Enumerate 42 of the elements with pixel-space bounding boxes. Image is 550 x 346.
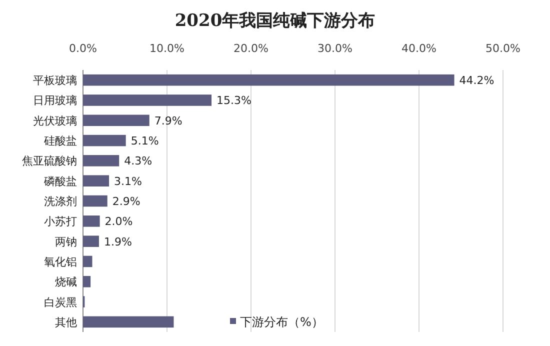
y-tick-label: 两钠 [55, 235, 77, 248]
bar [83, 114, 150, 126]
y-tick-label: 平板玻璃 [33, 74, 77, 88]
data-label: 5.1% [130, 134, 159, 148]
x-tick-label: 40.0% [402, 42, 436, 55]
data-label: 15.3% [216, 94, 252, 108]
bar [83, 316, 174, 328]
bar [83, 216, 100, 227]
bar [83, 94, 212, 106]
bar [83, 256, 92, 268]
y-tick-label: 焦亚硫酸钠 [22, 154, 77, 168]
chart-title: 2020年我国纯碱下游分布 [174, 11, 376, 31]
x-tick-label: 50.0% [486, 42, 520, 55]
bar [83, 74, 454, 86]
y-tick-label: 烧碱 [55, 276, 77, 289]
bar [83, 155, 120, 166]
x-tick-label: 20.0% [234, 42, 268, 55]
bar [83, 175, 110, 186]
x-tick-label: 30.0% [318, 42, 352, 55]
y-tick-label: 白炭黑 [44, 296, 77, 309]
data-label: 2.9% [112, 195, 140, 208]
y-tick-label: 洗涤剂 [44, 195, 77, 208]
x-tick-label: 0.0% [69, 42, 97, 55]
bar [83, 195, 108, 207]
x-tick-label: 10.0% [150, 42, 184, 55]
data-label: 3.1% [114, 174, 142, 188]
y-tick-label: 日用玻璃 [33, 94, 77, 108]
y-tick-label: 磷酸盐 [43, 174, 77, 188]
data-label: 2.0% [104, 215, 133, 228]
data-label: 4.3% [124, 154, 152, 168]
bar [83, 236, 99, 247]
y-tick-label: 小苏打 [44, 215, 77, 228]
y-tick-label: 光伏玻璃 [33, 114, 77, 128]
bar [83, 276, 91, 288]
data-label: 44.2% [459, 74, 494, 88]
y-tick-label: 氧化铝 [44, 255, 77, 268]
data-label: 1.9% [104, 235, 132, 248]
bar [83, 134, 126, 146]
legend-label: 下游分布（%） [240, 315, 324, 329]
data-label: 7.9% [154, 114, 182, 128]
y-tick-label: 硅酸盐 [43, 134, 77, 148]
y-tick-label: 其他 [55, 316, 77, 329]
